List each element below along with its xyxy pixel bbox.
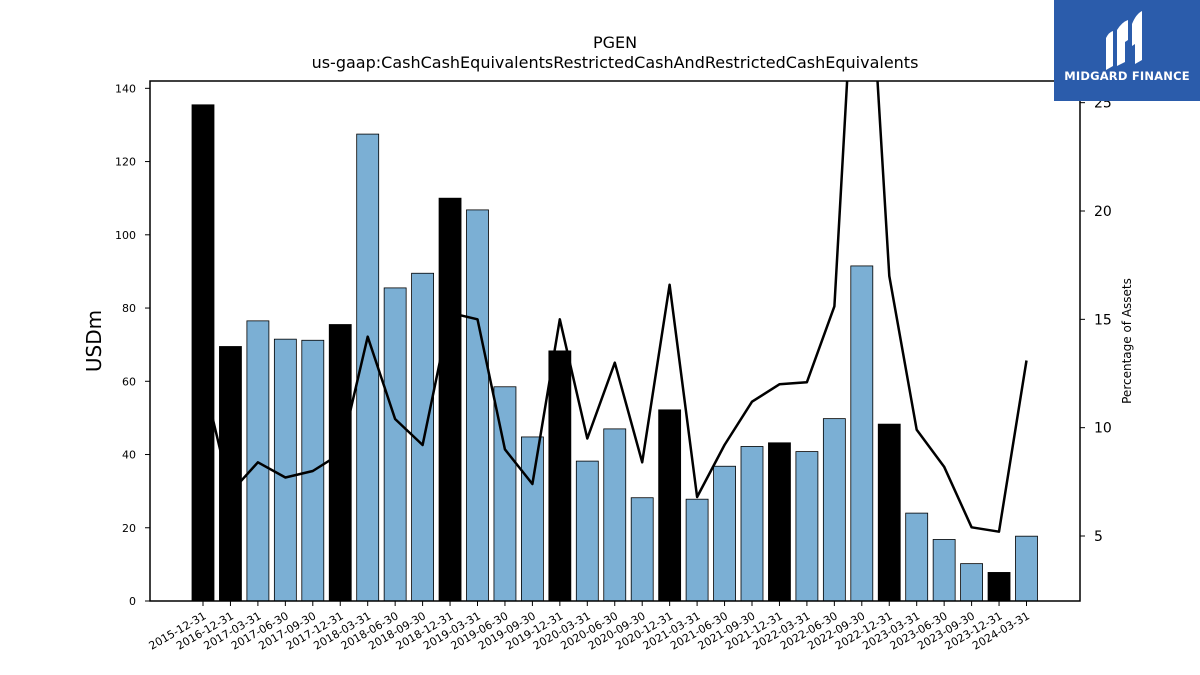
bar bbox=[493, 386, 517, 601]
bar bbox=[603, 428, 627, 601]
bar bbox=[273, 338, 297, 601]
y-tick-label: 20 bbox=[122, 522, 136, 535]
bar bbox=[191, 104, 215, 601]
bar bbox=[575, 460, 599, 601]
bar bbox=[685, 498, 709, 601]
y-tick-label: 100 bbox=[115, 229, 136, 242]
bar bbox=[932, 539, 956, 601]
bar bbox=[905, 512, 929, 601]
bar bbox=[713, 465, 736, 601]
bar bbox=[438, 197, 462, 601]
y-tick-label: 80 bbox=[122, 302, 136, 315]
y-tick-label: 40 bbox=[122, 449, 136, 462]
y-axis-label: USDm bbox=[82, 310, 106, 372]
y-tick-label: 60 bbox=[122, 375, 136, 388]
bar bbox=[466, 209, 489, 601]
left-y-axis: 0 20 40 60 80 100 120 140 bbox=[115, 82, 150, 608]
bar bbox=[960, 563, 983, 601]
logo: MIDGARD FINANCE bbox=[1054, 0, 1200, 101]
chart-title: PGEN bbox=[593, 33, 637, 52]
y2-tick-label: 15 bbox=[1094, 312, 1112, 328]
bar bbox=[383, 287, 407, 601]
y2-tick-label: 20 bbox=[1094, 204, 1112, 220]
bar bbox=[521, 436, 544, 601]
bar bbox=[630, 497, 654, 601]
y-tick-label: 140 bbox=[115, 82, 136, 95]
bar bbox=[328, 324, 352, 601]
logo-mark-icon bbox=[1106, 11, 1142, 70]
y-tick-label: 120 bbox=[115, 156, 136, 169]
bar bbox=[658, 409, 682, 601]
bar bbox=[219, 346, 242, 601]
line-series bbox=[201, 81, 1028, 533]
bar bbox=[246, 320, 270, 601]
percentage-line bbox=[201, 81, 1028, 533]
x-axis: 2015-12-312016-12-312017-03-312017-06-30… bbox=[147, 601, 1032, 653]
y2-axis-label: Percentage of Assets bbox=[1120, 278, 1134, 404]
bar bbox=[795, 451, 819, 601]
bar bbox=[740, 446, 764, 601]
bar bbox=[1015, 535, 1038, 601]
bar bbox=[822, 418, 846, 601]
bar bbox=[850, 265, 874, 601]
bar bbox=[548, 350, 572, 601]
bar bbox=[411, 272, 435, 601]
logo-text: MIDGARD FINANCE bbox=[1064, 69, 1190, 83]
chart-subtitle: us-gaap:CashCashEquivalentsRestrictedCas… bbox=[312, 53, 919, 72]
y2-tick-label: 10 bbox=[1094, 421, 1112, 437]
y2-tick-label: 5 bbox=[1094, 529, 1103, 545]
bar-series bbox=[191, 104, 1038, 601]
bar bbox=[768, 442, 791, 601]
bar bbox=[987, 572, 1011, 601]
bar bbox=[877, 423, 901, 601]
y-tick-label: 0 bbox=[129, 595, 136, 608]
